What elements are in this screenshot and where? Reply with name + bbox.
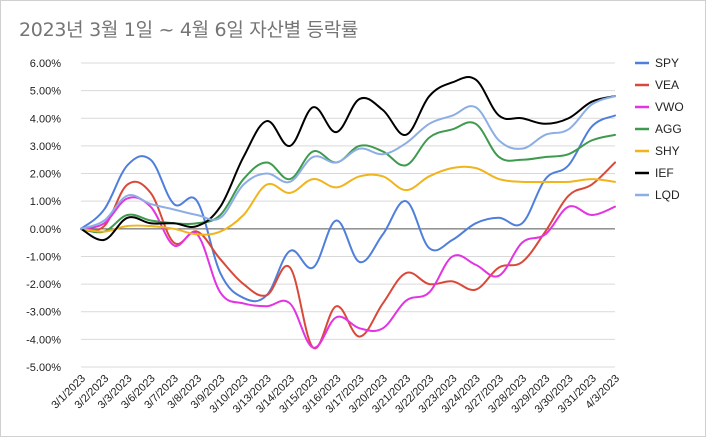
series-line-vea [80, 161, 616, 350]
legend-label-shy: SHY [655, 144, 680, 158]
y-tick-label: 2.00% [30, 169, 61, 181]
y-tick-label: 4.00% [30, 113, 61, 125]
legend-label-ief: IEF [655, 166, 674, 180]
y-tick-label: 0.00% [30, 224, 61, 236]
series-line-ief [80, 76, 616, 242]
legend-label-agg: AGG [655, 122, 682, 136]
series-line-vwo [80, 196, 616, 349]
series-lines [80, 76, 616, 350]
y-tick-label: 3.00% [30, 141, 61, 153]
chart-title: 2023년 3월 1일 ~ 4월 6일 자산별 등락률 [19, 19, 359, 41]
y-tick-label: 6.00% [30, 58, 61, 70]
y-tick-label: -2.00% [26, 279, 61, 291]
y-tick-label: -3.00% [26, 307, 61, 319]
legend: SPY VEA VWO AGG SHY IEF LQD [635, 56, 684, 202]
y-tick-label: 5.00% [30, 86, 61, 98]
legend-label-vwo: VWO [655, 100, 684, 114]
legend-label-vea: VEA [655, 78, 679, 92]
y-tick-label: -5.00% [26, 362, 61, 374]
y-axis-ticks: 6.00% 5.00% 4.00% 3.00% 2.00% 1.00% 0.00% -1.00… [26, 58, 61, 374]
legend-label-spy: SPY [655, 56, 679, 70]
series-line-spy [80, 114, 616, 303]
x-axis-ticks: 3/1/20233/2/20233/3/20233/6/20233/7/2023… [49, 373, 622, 416]
legend-label-lqd: LQD [655, 188, 680, 202]
y-tick-label: -1.00% [26, 251, 61, 263]
series-line-lqd [80, 95, 616, 230]
y-tick-label: 1.00% [30, 196, 61, 208]
series-line-shy [80, 165, 616, 236]
y-tick-label: -4.00% [26, 334, 61, 346]
